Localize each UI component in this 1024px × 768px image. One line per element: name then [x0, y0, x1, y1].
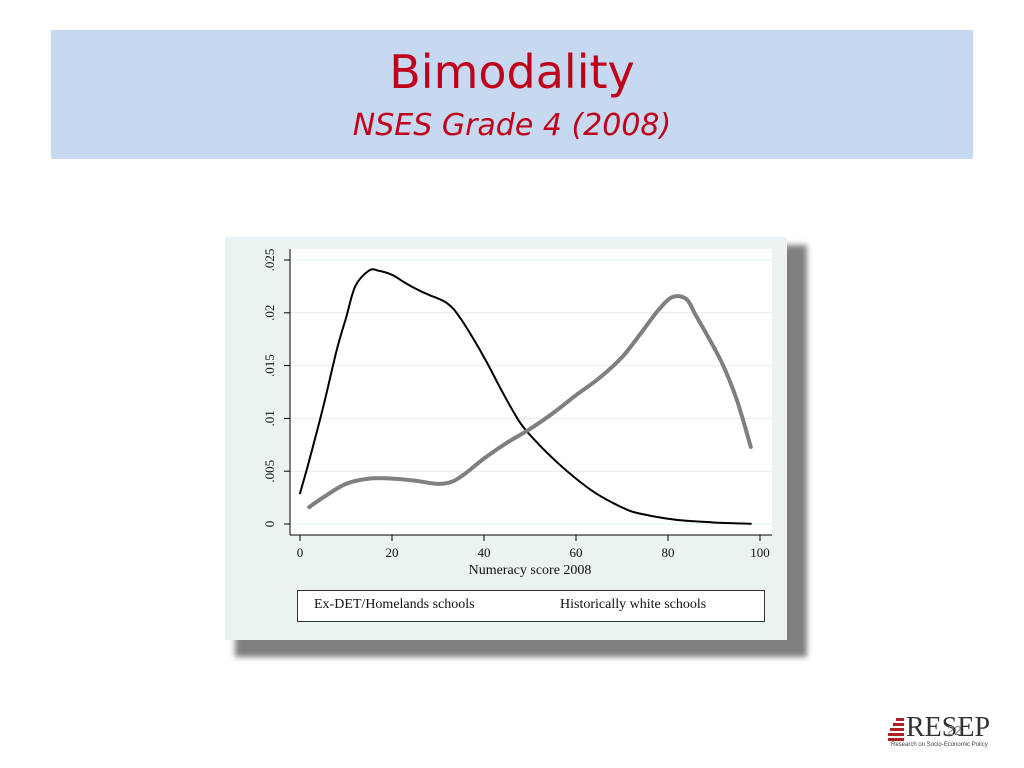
legend-label-series-2: Historically white schools	[560, 597, 707, 612]
series-line-2	[307, 294, 753, 510]
logo-text: RESEP	[906, 712, 991, 743]
title-banner: Bimodality NSES Grade 4 (2008)	[51, 30, 973, 159]
legend-label-series-1: Ex-DET/Homelands schools	[314, 597, 475, 612]
y-tick-label: .005	[262, 460, 277, 483]
x-tick-label: 80	[662, 545, 675, 560]
chart-panel: 0 .005 .01 .015 .02 .025 0 20 40 60 80 100 Numeracy …	[225, 237, 787, 640]
y-tick-label: .01	[262, 410, 277, 426]
y-tick-label: .02	[262, 305, 277, 321]
slide-subtitle: NSES Grade 4 (2008)	[352, 108, 672, 143]
legend: Ex-DET/Homelands schools Historically wh…	[297, 590, 765, 622]
slide-number: 22	[947, 723, 962, 738]
x-tick-label: 100	[750, 545, 770, 560]
y-tick-label: .025	[262, 249, 277, 272]
logo-tagline: Research on Socio-Economic Policy	[891, 742, 988, 748]
x-tick-label: 40	[478, 545, 491, 560]
y-tick-label: 0	[262, 521, 277, 528]
density-plot: 0 .005 .01 .015 .02 .025 0 20 40 60 80 100 Numeracy …	[262, 249, 772, 578]
x-tick-label: 20	[386, 545, 399, 560]
y-tick-label: .015	[262, 354, 277, 377]
x-tick-label: 0	[297, 545, 304, 560]
x-axis-label: Numeracy score 2008	[469, 563, 592, 578]
x-tick-label: 60	[570, 545, 583, 560]
logo-bars-icon	[888, 718, 904, 742]
series-line-1	[299, 268, 752, 525]
resep-logo: RESEP Research on Socio-Economic Policy	[888, 712, 1006, 752]
plot-area	[290, 249, 772, 535]
slide-title: Bimodality	[389, 45, 635, 99]
